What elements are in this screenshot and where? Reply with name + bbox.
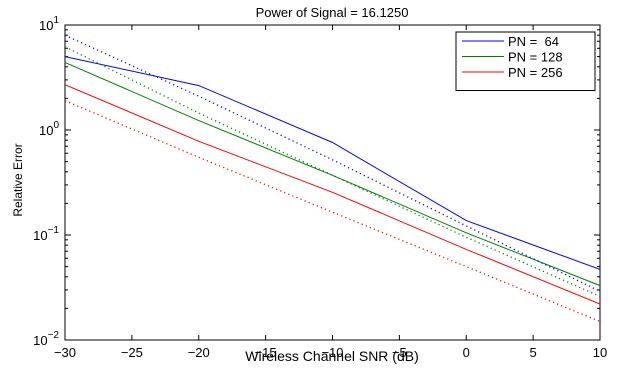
x-tick-label: −10 (321, 345, 343, 360)
y-tick-label: 100 (39, 120, 59, 138)
chart-title: Power of Signal = 16.1250 (256, 5, 409, 20)
legend-label: PN = 128 (508, 50, 563, 65)
legend-label: PN = 256 (508, 65, 563, 80)
plot-area: −30 −25 −20 −15 −10 −5 0 5 10 10−2 10−1 100 101 (33, 15, 607, 360)
legend-label: PN = 64 (508, 34, 559, 49)
series-line-dotted (65, 100, 600, 323)
series-line-dotted (65, 46, 600, 297)
x-tick-label: 10 (593, 345, 607, 360)
x-tick-label: 5 (530, 345, 537, 360)
x-tick-label: −20 (188, 345, 210, 360)
y-tick-label: 101 (39, 15, 59, 33)
y-tick-label: 10−2 (33, 330, 59, 348)
series-line (65, 61, 600, 287)
x-tick-label: −30 (54, 345, 76, 360)
y-axis-label: Relative Error (11, 143, 25, 216)
x-tick-label: −5 (392, 345, 407, 360)
x-axis-label: Wireless Channel SNR (dB) (245, 348, 419, 364)
series-line (65, 56, 600, 270)
x-tick-label: −15 (255, 345, 277, 360)
legend-box (455, 31, 596, 91)
series-line (65, 84, 600, 305)
x-tick-label: −25 (121, 345, 143, 360)
series-line-dotted (65, 34, 600, 292)
y-tick-label: 10−1 (33, 225, 59, 243)
x-tick-label: 0 (463, 345, 470, 360)
